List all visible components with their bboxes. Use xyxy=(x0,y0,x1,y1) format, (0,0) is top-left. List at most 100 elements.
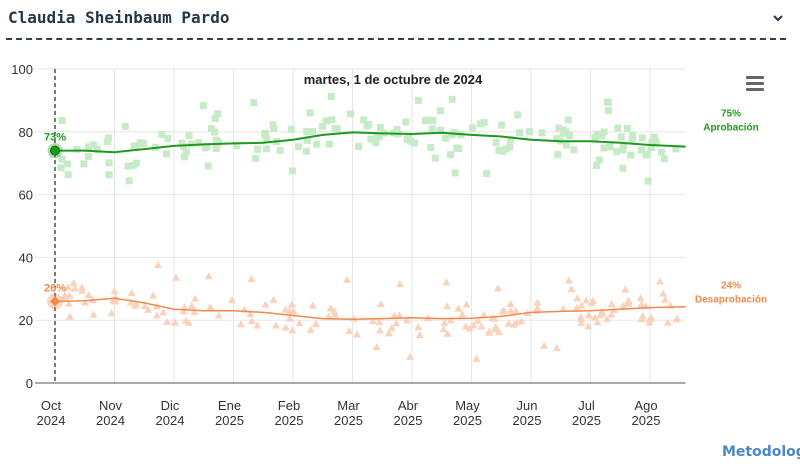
disapproval-poll-point xyxy=(107,309,116,317)
approval-poll-point xyxy=(104,138,112,146)
approval-poll-point xyxy=(514,111,522,119)
disapproval-poll-point xyxy=(590,313,599,321)
disapproval-poll-point xyxy=(593,318,602,326)
approval-poll-point xyxy=(195,139,203,147)
approval-hover-label: 73% xyxy=(44,132,66,144)
disapproval-poll-point xyxy=(149,291,158,299)
disapproval-poll-point xyxy=(439,325,448,333)
disapproval-poll-point xyxy=(392,319,401,327)
approval-poll-point xyxy=(232,142,240,150)
x-tick-year: 2025 xyxy=(334,413,363,428)
disapproval-poll-point xyxy=(109,296,118,304)
disapproval-poll-point xyxy=(621,285,630,293)
approval-poll-point xyxy=(93,145,101,153)
disapproval-poll-point xyxy=(443,302,452,310)
disapproval-poll-point xyxy=(506,300,515,308)
approval-poll-point xyxy=(105,171,113,179)
approval-poll-point xyxy=(212,145,220,153)
approval-poll-point xyxy=(477,120,485,128)
disapproval-poll-point xyxy=(469,321,478,329)
disapproval-poll-point xyxy=(376,300,385,308)
approval-poll-point xyxy=(363,122,371,130)
approval-poll-point xyxy=(89,141,97,149)
disapproval-poll-point xyxy=(552,344,561,352)
disapproval-poll-point xyxy=(330,307,339,315)
disapproval-poll-point xyxy=(406,352,415,360)
hamburger-menu-icon[interactable] xyxy=(744,74,766,94)
approval-poll-point xyxy=(429,117,437,125)
approval-poll-point xyxy=(657,148,665,156)
disapproval-poll-point xyxy=(443,329,452,337)
approval-poll-point xyxy=(263,135,271,143)
disapproval-poll-point xyxy=(661,295,670,303)
approval-poll-point xyxy=(162,150,170,158)
disapproval-poll-point xyxy=(343,275,352,283)
approval-poll-point xyxy=(211,114,219,122)
approval-poll-point xyxy=(199,102,207,110)
disapproval-poll-point xyxy=(540,341,549,349)
disapproval-poll-point xyxy=(572,303,581,311)
approval-poll-point xyxy=(303,147,311,155)
approval-poll-point xyxy=(553,135,561,143)
approval-poll-point xyxy=(554,151,562,159)
disapproval-poll-point xyxy=(287,300,296,308)
approval-poll-point xyxy=(451,169,459,177)
disapproval-poll-point xyxy=(390,311,399,319)
approval-poll-point xyxy=(303,136,311,144)
methodology-link[interactable]: Metodología xyxy=(722,444,800,460)
approval-poll-point xyxy=(73,145,81,153)
approval-poll-point xyxy=(448,95,456,103)
approval-poll-point xyxy=(623,125,631,133)
approval-poll-point xyxy=(373,133,381,141)
disapproval-poll-point xyxy=(84,291,93,299)
approval-poll-point xyxy=(355,143,363,151)
disapproval-poll-point xyxy=(179,307,188,315)
header-divider xyxy=(6,38,786,40)
approval-poll-point xyxy=(598,132,606,140)
approval-poll-point xyxy=(288,167,296,175)
approval-poll-point xyxy=(328,116,336,124)
y-tick-label: 100 xyxy=(11,62,33,77)
x-tick-month: Ago xyxy=(634,398,657,413)
disapproval-poll-point xyxy=(171,318,180,326)
approval-poll-point xyxy=(322,117,330,125)
disapproval-poll-point xyxy=(190,307,199,315)
approval-poll-point xyxy=(376,123,384,131)
approval-poll-point xyxy=(270,124,278,132)
approval-poll-point xyxy=(525,128,533,136)
approval-poll-point xyxy=(130,142,138,150)
approval-poll-point xyxy=(187,140,195,148)
approval-poll-point xyxy=(178,139,186,147)
disapproval-poll-point xyxy=(281,323,290,331)
disapproval-poll-point xyxy=(473,316,482,324)
disapproval-poll-point xyxy=(493,284,502,292)
disapproval-poll-point xyxy=(588,296,597,304)
disapproval-poll-point xyxy=(479,311,488,319)
x-tick-year: 2025 xyxy=(394,413,423,428)
x-tick-month: Abr xyxy=(398,398,419,413)
disapproval-poll-point xyxy=(415,331,424,339)
disapproval-poll-point xyxy=(163,317,172,325)
disapproval-poll-point xyxy=(461,322,470,330)
approval-poll-point xyxy=(604,107,612,115)
y-tick-label: 20 xyxy=(19,313,33,328)
disapproval-poll-point xyxy=(214,311,223,319)
disapproval-poll-point xyxy=(63,283,72,291)
chevron-down-icon[interactable] xyxy=(770,10,786,26)
disapproval-poll-point xyxy=(395,311,404,319)
disapproval-poll-point xyxy=(494,327,503,335)
disapproval-poll-point xyxy=(584,322,593,330)
x-tick-month: Feb xyxy=(278,398,300,413)
approval-poll-point xyxy=(492,139,500,147)
approval-poll-point xyxy=(132,159,140,167)
disapproval-poll-point xyxy=(375,318,384,326)
approval-chart: 020406080100Oct2024Nov2024Dic2024Ene2025… xyxy=(11,62,767,428)
disapproval-poll-point xyxy=(402,316,411,324)
approval-poll-point xyxy=(469,124,477,132)
disapproval-poll-point xyxy=(504,319,513,327)
disapproval-poll-point xyxy=(372,343,381,351)
disapproval-poll-point xyxy=(206,303,215,311)
disapproval-end-value: 24% xyxy=(721,281,741,292)
disapproval-poll-point xyxy=(204,272,213,280)
disapproval-poll-point xyxy=(324,312,333,320)
